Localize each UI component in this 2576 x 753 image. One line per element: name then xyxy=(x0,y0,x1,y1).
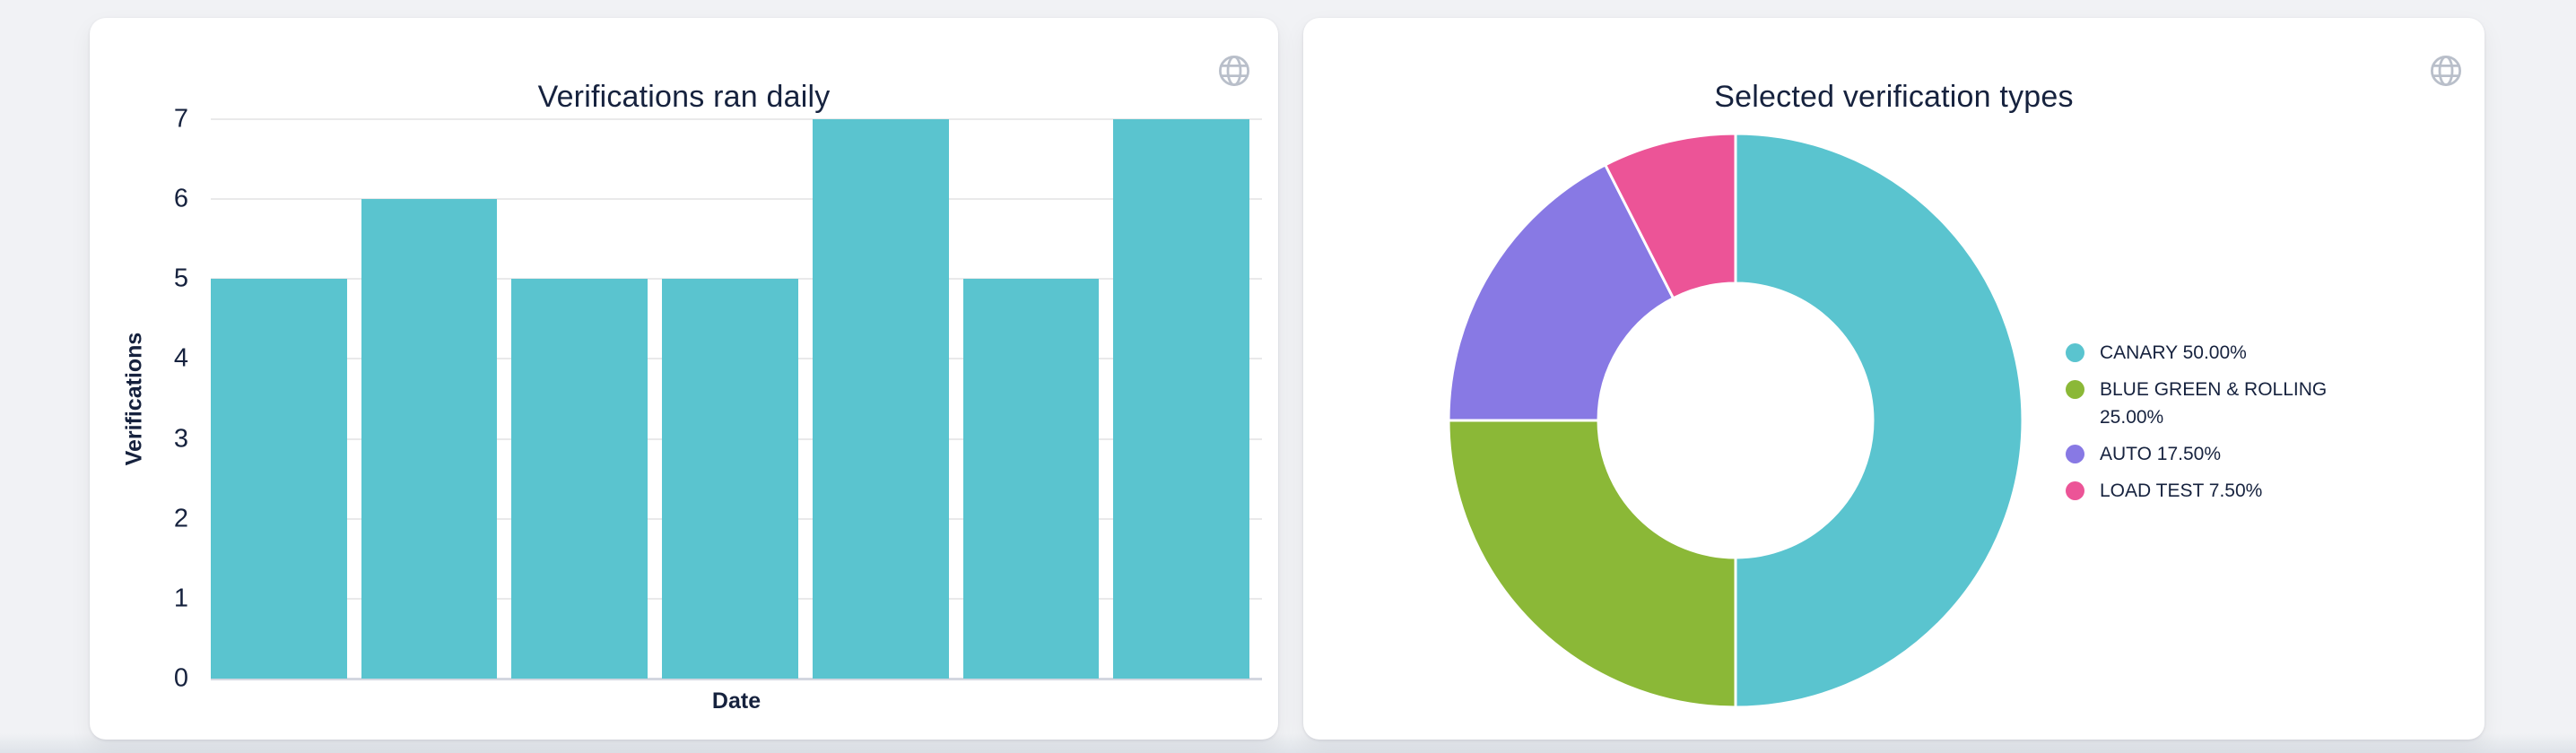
globe-icon[interactable] xyxy=(2429,54,2463,88)
globe-icon[interactable] xyxy=(1217,54,1251,88)
y-tick-label-7: 7 xyxy=(173,104,188,134)
legend-item-auto[interactable]: AUTO 17.50% xyxy=(2066,440,2345,468)
gridline-0 xyxy=(211,678,1262,680)
globe-icon-glyph xyxy=(1218,55,1250,87)
donut-legend: CANARY 50.00% BLUE GREEN & ROLLING 25.00%… xyxy=(2066,339,2345,514)
bar-1 xyxy=(211,279,347,679)
y-tick-label-2: 2 xyxy=(173,504,188,533)
legend-label: CANARY 50.00% xyxy=(2100,342,2247,363)
legend-label: BLUE GREEN & ROLLING 25.00% xyxy=(2100,379,2328,428)
legend-swatch xyxy=(2066,445,2084,463)
y-tick-label-3: 3 xyxy=(173,424,188,454)
donut-slice-canary xyxy=(1734,132,2024,709)
x-axis-label: Date xyxy=(711,688,761,714)
legend-item-blue-green-rolling[interactable]: BLUE GREEN & ROLLING 25.00% xyxy=(2066,376,2345,431)
gridline-6 xyxy=(211,198,1262,201)
legend-swatch xyxy=(2066,343,2084,362)
card-verifications-daily: Verifications ran daily 0 1 2 3 4 5 6 7 Verific… xyxy=(90,18,1278,740)
legend-swatch xyxy=(2066,481,2084,500)
legend-label: LOAD TEST 7.50% xyxy=(2100,480,2263,501)
gridline-5 xyxy=(211,278,1262,281)
donut-svg xyxy=(1447,132,2024,709)
y-axis-label: Verifications xyxy=(121,332,147,466)
bar-chart-title: Verifications ran daily xyxy=(537,80,831,115)
y-axis-ticks: 0 1 2 3 4 5 6 7 xyxy=(90,106,188,691)
legend-label: AUTO 17.50% xyxy=(2100,444,2222,464)
legend-item-load-test[interactable]: LOAD TEST 7.50% xyxy=(2066,477,2345,505)
y-tick-label-0: 0 xyxy=(173,663,188,693)
donut-chart xyxy=(1445,130,2026,711)
bar-5 xyxy=(812,119,949,679)
legend-item-canary[interactable]: CANARY 50.00% xyxy=(2066,339,2345,367)
bar-4 xyxy=(662,279,798,679)
donut-slice-load-test xyxy=(1604,132,1737,300)
card-verification-types: Selected verification types CANARY 50.00… xyxy=(1303,18,2485,740)
y-tick-label-6: 6 xyxy=(173,184,188,213)
bar-series xyxy=(211,119,1262,679)
y-tick-label-4: 4 xyxy=(173,343,188,373)
globe-icon-glyph xyxy=(2430,55,2462,87)
donut-slice-auto xyxy=(1447,163,1675,422)
bar-3 xyxy=(511,279,648,679)
bar-2 xyxy=(361,199,498,679)
bar-6 xyxy=(962,279,1100,679)
donut-chart-title: Selected verification types xyxy=(1714,80,2074,115)
y-tick-label-5: 5 xyxy=(173,264,188,293)
bar-7 xyxy=(1113,119,1250,679)
gridline-7 xyxy=(211,118,1262,120)
donut-slice-blue-green-rolling xyxy=(1447,419,1737,709)
y-tick-label-1: 1 xyxy=(173,584,188,613)
legend-swatch xyxy=(2066,380,2084,399)
